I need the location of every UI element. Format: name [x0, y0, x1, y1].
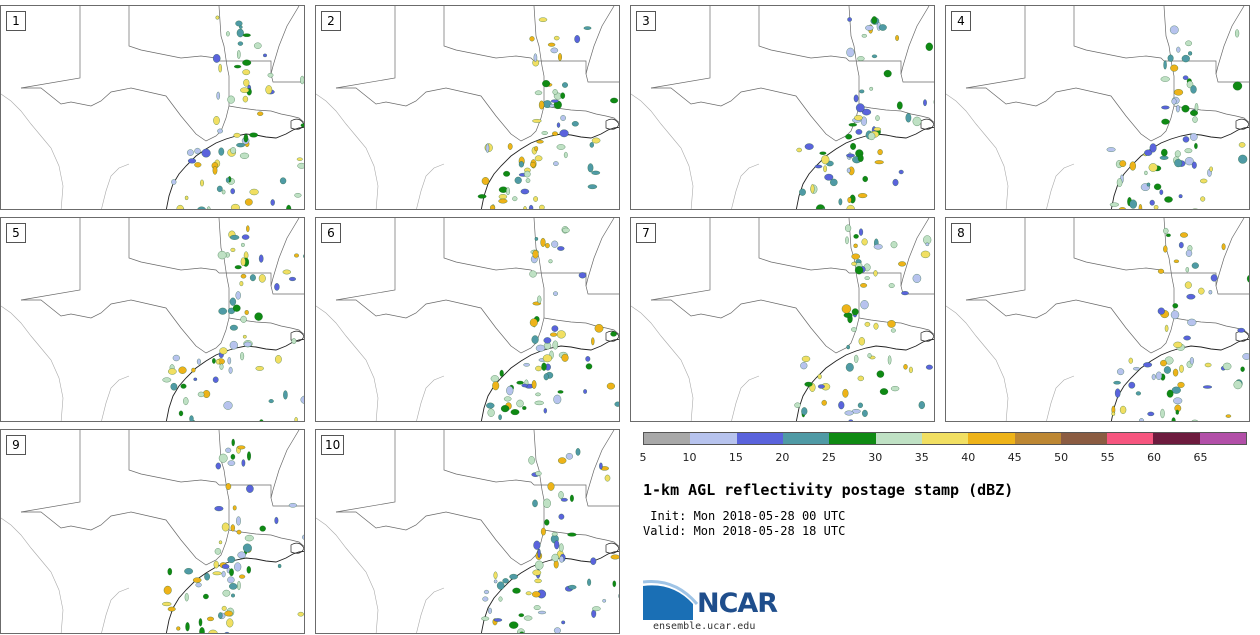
- member-map: [316, 218, 619, 421]
- colorbar-segment-9: [1014, 433, 1061, 444]
- member-panel-5: 5: [0, 217, 305, 422]
- colorbar-tick: 60: [1147, 451, 1162, 464]
- colorbar-segment-5: [829, 433, 876, 444]
- member-number-2: 2: [321, 11, 341, 31]
- member-panel-4: 4: [945, 5, 1250, 210]
- member-number-7: 7: [636, 223, 656, 243]
- colorbar-tick: 5: [639, 451, 647, 464]
- member-panel-10: 10: [315, 429, 620, 634]
- colorbar-segment-13: [1199, 433, 1247, 444]
- member-panel-7: 7: [630, 217, 935, 422]
- member-panel-8: 8: [945, 217, 1250, 422]
- colorbar-tick: 20: [775, 451, 790, 464]
- colorbar-tick: 40: [961, 451, 976, 464]
- member-map: [1, 430, 304, 633]
- member-map: [316, 6, 619, 209]
- member-map: [946, 218, 1249, 421]
- ncar-logo-icon: [643, 578, 702, 620]
- member-map: [631, 218, 934, 421]
- member-map: [1, 218, 304, 421]
- member-number-4: 4: [951, 11, 971, 31]
- colorbar-segment-2: [690, 433, 737, 444]
- ncar-logo-text: NCAR: [697, 588, 778, 619]
- colorbar-segment-8: [968, 433, 1015, 444]
- chart-title: 1-km AGL reflectivity postage stamp (dBZ…: [643, 481, 1014, 499]
- site-url: ensemble.ucar.edu: [653, 621, 756, 632]
- member-number-10: 10: [321, 435, 345, 455]
- colorbar-segment-7: [921, 433, 969, 444]
- colorbar-segment-6: [875, 433, 922, 444]
- member-panel-2: 2: [315, 5, 620, 210]
- colorbar-tick: 45: [1007, 451, 1022, 464]
- colorbar-tick: 55: [1100, 451, 1115, 464]
- member-number-5: 5: [6, 223, 26, 243]
- member-number-1: 1: [6, 11, 26, 31]
- member-number-6: 6: [321, 223, 341, 243]
- colorbar-tick: 35: [914, 451, 929, 464]
- member-panel-1: 1: [0, 5, 305, 210]
- colorbar-segment-3: [736, 433, 783, 444]
- colorbar-segment-4: [782, 433, 830, 444]
- colorbar-tick: 10: [682, 451, 697, 464]
- member-panel-9: 9: [0, 429, 305, 634]
- colorbar-tick: 25: [821, 451, 836, 464]
- colorbar-tick: 65: [1193, 451, 1208, 464]
- colorbar-tick: 50: [1054, 451, 1069, 464]
- colorbar-segment-10: [1060, 433, 1108, 444]
- colorbar-tick: 15: [728, 451, 743, 464]
- colorbar-segment-1: [644, 433, 691, 444]
- member-panel-3: 3: [630, 5, 935, 210]
- init-time: Init: Mon 2018-05-28 00 UTC: [643, 509, 846, 523]
- colorbar-tick: 30: [868, 451, 883, 464]
- valid-time: Valid: Mon 2018-05-28 18 UTC: [643, 524, 846, 538]
- colorbar: [643, 432, 1247, 445]
- member-map: [631, 6, 934, 209]
- member-number-3: 3: [636, 11, 656, 31]
- member-map: [946, 6, 1249, 209]
- member-number-8: 8: [951, 223, 971, 243]
- member-map: [316, 430, 619, 633]
- member-panel-6: 6: [315, 217, 620, 422]
- colorbar-segment-11: [1107, 433, 1154, 444]
- member-number-9: 9: [6, 435, 26, 455]
- member-map: [1, 6, 304, 209]
- colorbar-segment-12: [1153, 433, 1200, 444]
